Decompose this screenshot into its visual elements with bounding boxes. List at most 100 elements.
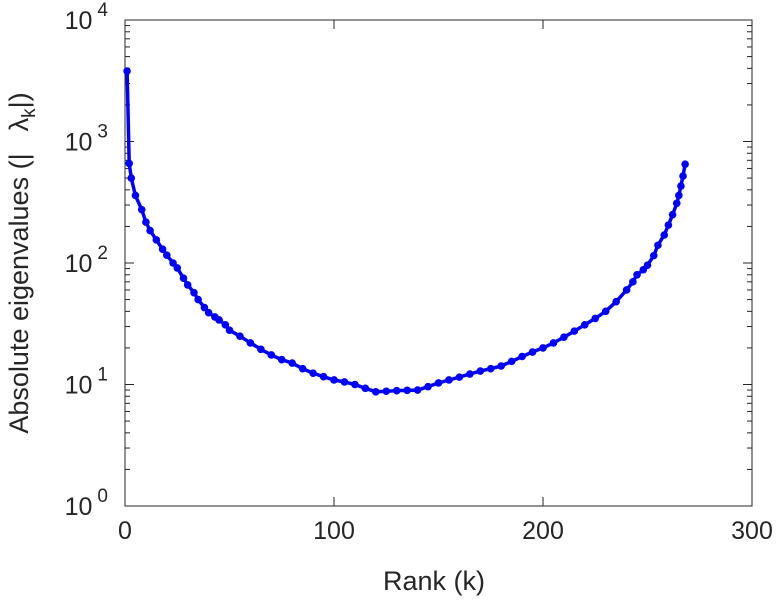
data-point xyxy=(257,345,265,354)
data-point xyxy=(560,333,568,342)
data-point xyxy=(267,351,276,359)
series-layer xyxy=(123,67,689,396)
data-point xyxy=(183,281,192,289)
data-point xyxy=(190,288,198,297)
data-point xyxy=(455,373,464,381)
data-point xyxy=(679,172,687,180)
data-point xyxy=(215,316,223,324)
y-tick-exponent: 1 xyxy=(97,365,108,386)
data-point xyxy=(654,241,662,250)
y-tick-base: 10 xyxy=(65,250,93,278)
data-point xyxy=(169,259,177,267)
y-tick-label: 10 3 xyxy=(65,122,108,157)
data-point xyxy=(158,245,167,253)
data-point xyxy=(413,386,422,394)
data-point xyxy=(246,339,255,347)
data-point xyxy=(497,362,506,370)
data-point xyxy=(277,355,286,364)
y-tick-label: 10 2 xyxy=(65,243,108,278)
y-tick-exponent: 2 xyxy=(97,243,108,264)
data-point xyxy=(142,218,150,226)
data-point xyxy=(528,348,537,356)
data-point xyxy=(127,174,136,182)
data-point xyxy=(539,344,547,352)
y-axis-label-suffix: |) xyxy=(4,92,34,108)
data-point xyxy=(288,359,297,367)
data-point xyxy=(622,286,631,294)
data-point xyxy=(675,191,683,200)
y-tick-exponent: 3 xyxy=(97,122,108,143)
data-point xyxy=(664,221,673,229)
data-point xyxy=(330,376,338,384)
data-point xyxy=(466,370,474,378)
data-point xyxy=(351,380,359,389)
data-point xyxy=(672,199,681,208)
y-tick-base: 10 xyxy=(65,493,93,521)
data-point xyxy=(476,367,485,375)
plot-background xyxy=(125,20,752,506)
y-axis-label-prefix: Absolute eigenvalues (| xyxy=(4,153,34,433)
data-point xyxy=(677,182,685,190)
y-axis-label: Absolute eigenvalues (| λk|) xyxy=(4,92,40,433)
data-point xyxy=(309,369,317,377)
data-point xyxy=(643,261,652,269)
y-tick-base: 10 xyxy=(65,129,93,157)
data-point xyxy=(445,376,453,384)
data-point xyxy=(633,270,641,279)
data-point xyxy=(146,226,154,235)
data-point xyxy=(403,386,411,395)
y-tick-label: 10 4 xyxy=(65,0,109,35)
x-tick-labels: 0 100 200 300 xyxy=(118,517,773,545)
data-point xyxy=(382,387,391,396)
data-point xyxy=(319,372,328,381)
data-point xyxy=(581,320,589,329)
y-tick-exponent: 4 xyxy=(97,0,108,21)
x-tick-label: 0 xyxy=(118,517,132,545)
data-point xyxy=(681,160,689,169)
data-point xyxy=(361,384,370,393)
data-point xyxy=(173,264,182,272)
data-point xyxy=(518,352,526,361)
data-point xyxy=(660,231,669,239)
data-point xyxy=(434,379,443,387)
data-point xyxy=(649,251,658,260)
data-point xyxy=(137,205,146,214)
data-point xyxy=(204,308,213,317)
x-tick-label: 200 xyxy=(522,517,564,545)
x-tick-label: 300 xyxy=(731,517,773,545)
data-point xyxy=(392,386,401,395)
data-point xyxy=(298,364,307,373)
data-point xyxy=(221,320,230,329)
data-point xyxy=(486,364,495,373)
data-point xyxy=(236,332,244,340)
x-tick-label: 100 xyxy=(313,517,355,545)
data-point xyxy=(601,307,610,316)
data-point xyxy=(163,251,171,259)
data-point xyxy=(591,314,600,323)
data-point xyxy=(549,339,558,347)
data-point xyxy=(194,295,202,304)
y-tick-label: 10 0 xyxy=(65,486,108,521)
data-point xyxy=(570,327,579,335)
data-point xyxy=(668,210,677,219)
x-axis-label: Rank (k) xyxy=(383,566,485,596)
data-point xyxy=(179,274,188,282)
data-point xyxy=(424,382,432,391)
data-point xyxy=(629,278,637,286)
data-point xyxy=(123,67,131,75)
y-axis-label-subscript: k xyxy=(19,108,40,118)
data-point xyxy=(372,388,380,396)
y-tick-base: 10 xyxy=(65,7,93,35)
data-point xyxy=(507,357,516,366)
data-point xyxy=(340,378,349,386)
y-axis-label-symbol: λ xyxy=(4,117,34,131)
data-point xyxy=(131,191,140,200)
data-point xyxy=(200,303,209,312)
data-point xyxy=(612,297,620,306)
data-point xyxy=(225,326,234,334)
plot-frame xyxy=(124,19,753,507)
y-tick-exponent: 0 xyxy=(97,486,108,507)
y-tick-base: 10 xyxy=(65,372,93,400)
